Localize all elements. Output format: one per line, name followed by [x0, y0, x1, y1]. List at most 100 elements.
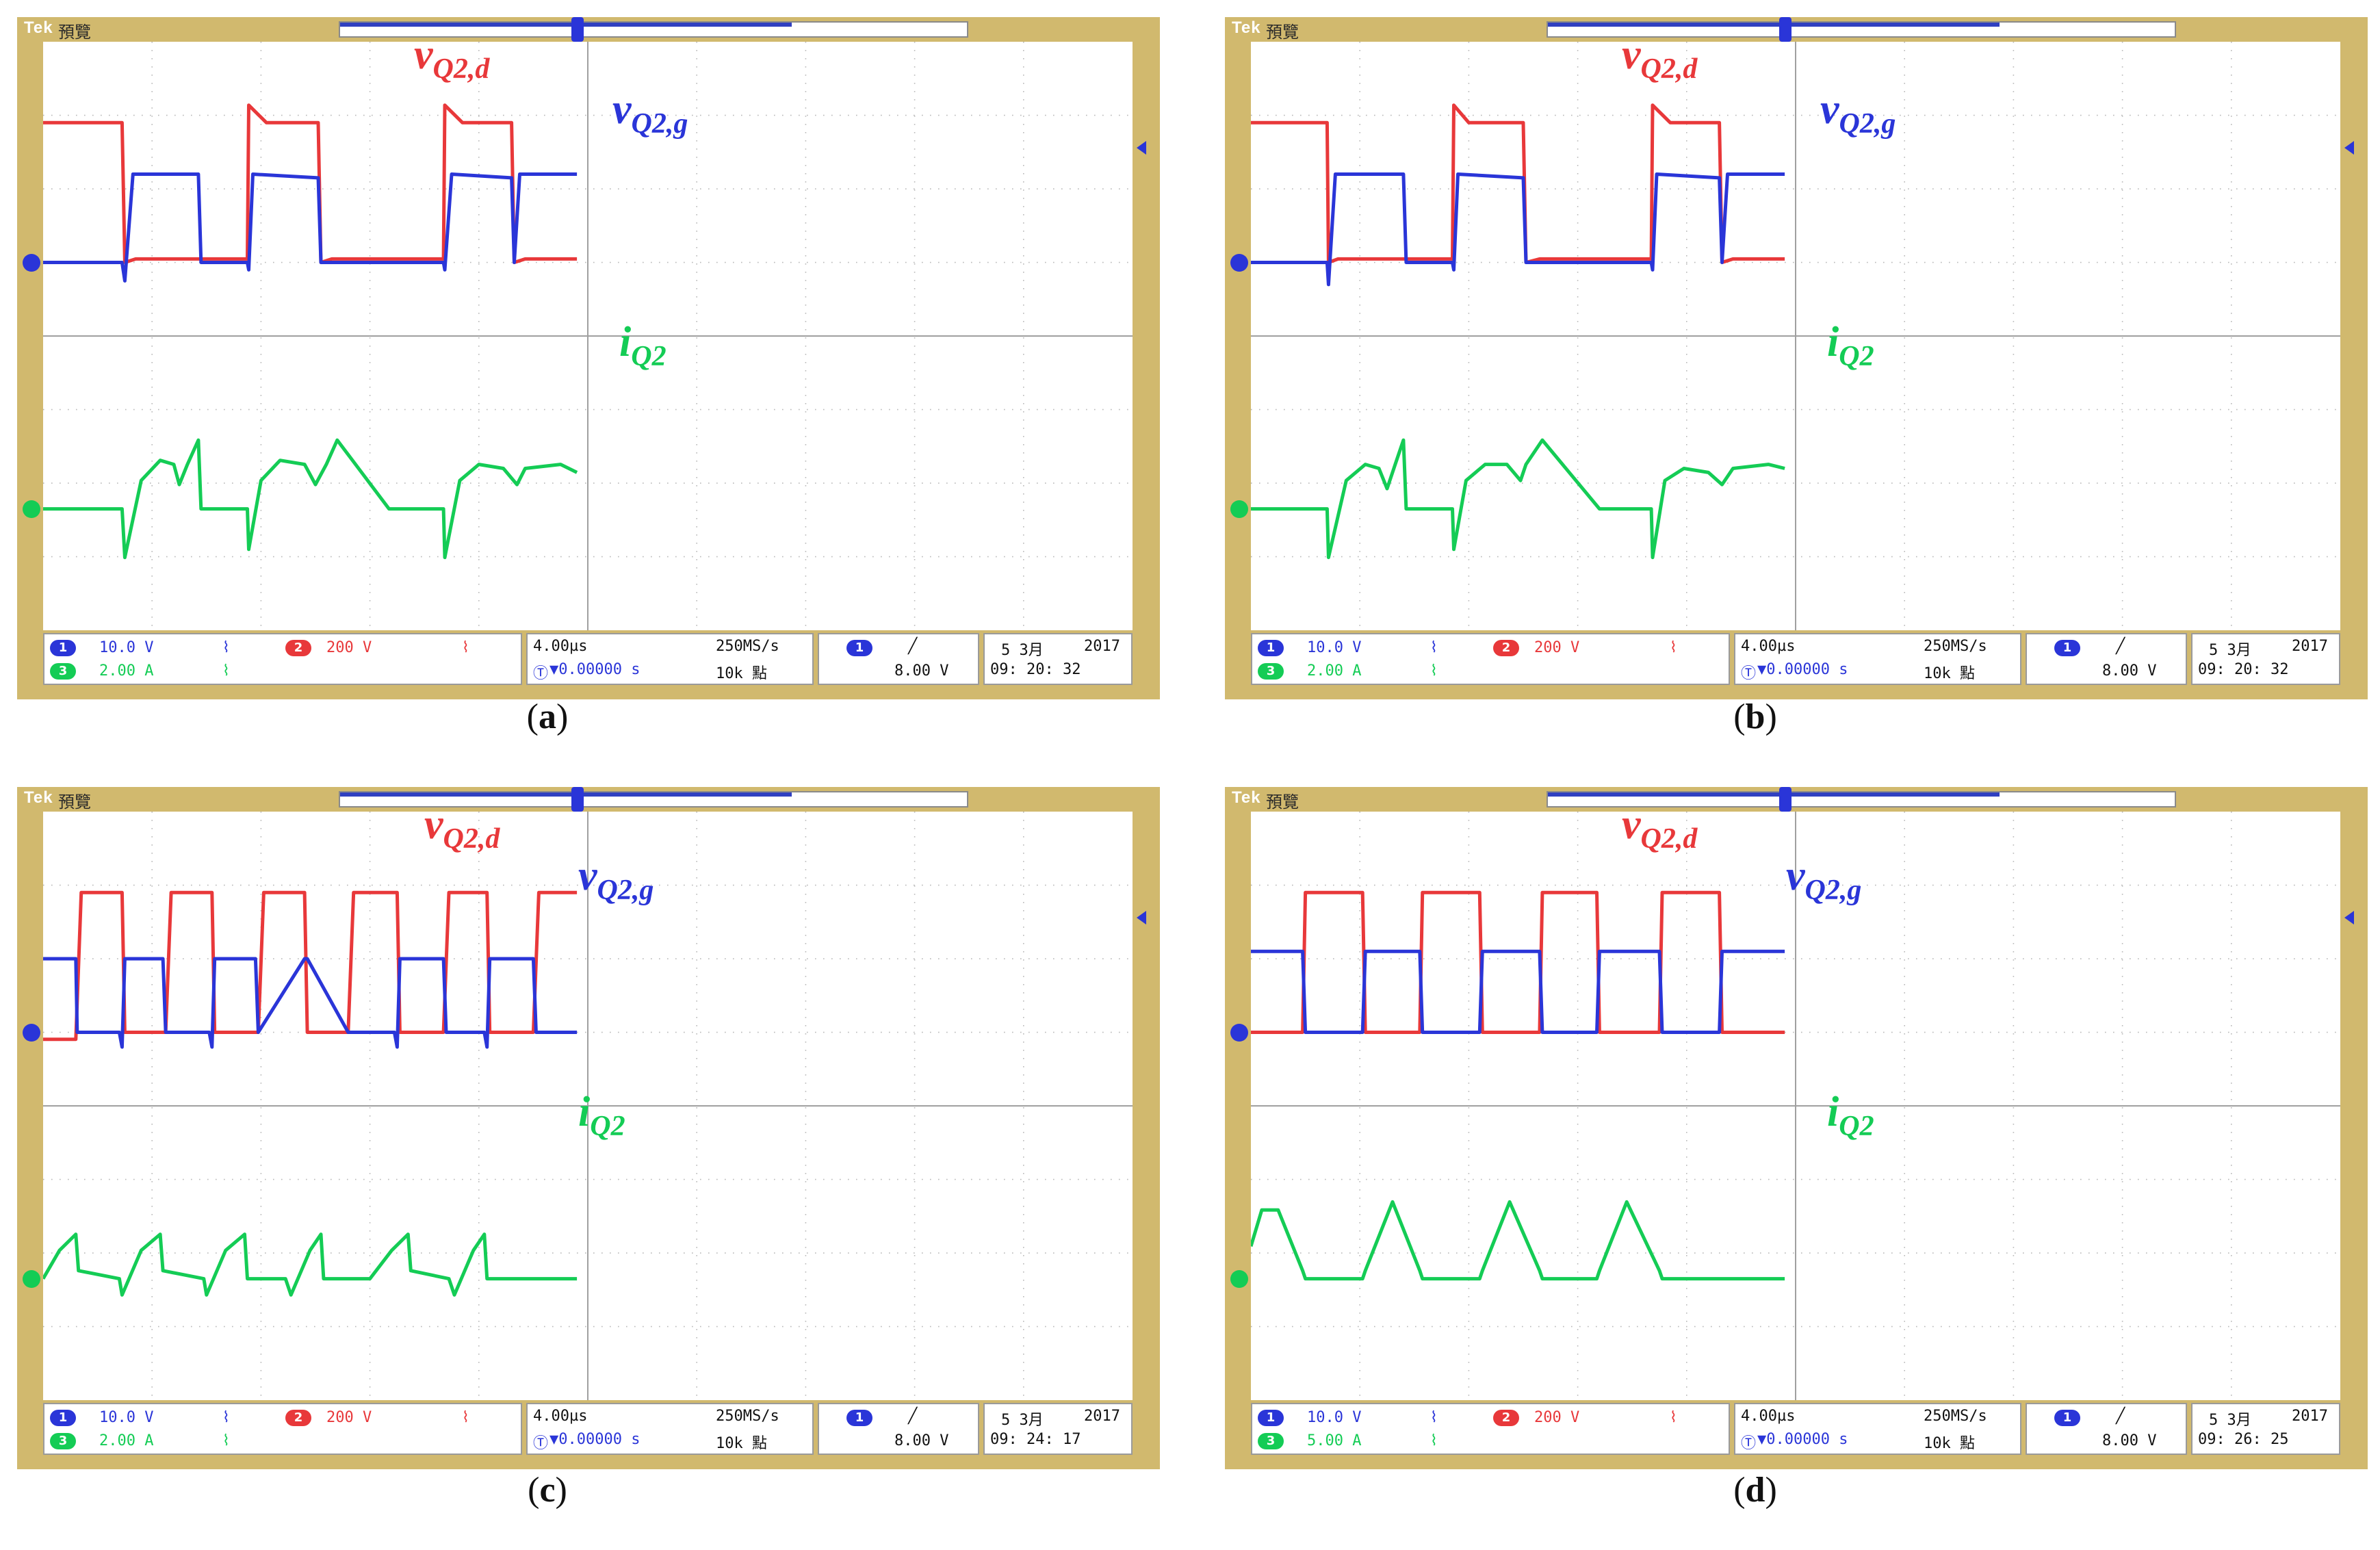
label-vd-main: v [1622, 31, 1641, 78]
scope-readout: 1 10.0 V 2 200 V 3 2.00 A ⌇ ⌇ ⌇ 4.00µs 250MS/s Ⓣ ▼0.… [1251, 633, 2340, 688]
timebase-box: 4.00µs 250MS/s Ⓣ ▼0.00000 s 10k 點 [1734, 633, 2021, 685]
trigger-position-marker-icon [571, 17, 584, 42]
scope-topbar: Tek 預覽 [17, 17, 1160, 42]
bandwidth-limit-icon: ⌇ [1430, 639, 1438, 656]
trigger-channel-badge: 1 [2054, 640, 2080, 656]
panel-caption: (d) [1733, 1471, 1777, 1510]
ch1-badge: 1 [1258, 640, 1284, 656]
time: 09: 26: 25 [2198, 1431, 2289, 1448]
trigger-offset-icon: Ⓣ [533, 1435, 549, 1452]
bandwidth-limit-icon: ⌇ [1670, 1409, 1677, 1426]
acquisition-status: 預覽 [1266, 792, 1299, 812]
sample-rate: 250MS/s [716, 638, 779, 655]
ch3-scale: 2.00 A [1307, 662, 1362, 680]
ch1-ground-marker-icon [23, 253, 40, 272]
scope-readout: 1 10.0 V 2 200 V 3 2.00 A ⌇ ⌇ ⌇ 4.00µs 250MS/s Ⓣ ▼0.… [43, 1403, 1133, 1458]
record-window-indicator [1548, 23, 2000, 27]
date: 5 3月 [1001, 642, 1044, 659]
timebase-box: 4.00µs 250MS/s Ⓣ ▼0.00000 s 10k 點 [1734, 1403, 2021, 1455]
label-vd: vQ2,d [1622, 801, 1697, 855]
trigger-position-marker-icon [1779, 787, 1792, 812]
label-vg-main: v [612, 86, 632, 133]
ch1-scale: 10.0 V [1307, 1409, 1362, 1426]
ch3-badge: 3 [50, 663, 76, 680]
date: 5 3月 [2209, 642, 2251, 659]
timebase-box: 4.00µs 250MS/s Ⓣ ▼0.00000 s 10k 點 [526, 633, 814, 685]
scope-screen [1251, 42, 2340, 630]
label-iq-sub: Q2 [631, 341, 667, 372]
trigger-position-marker-icon [1779, 17, 1792, 42]
ch1-scale: 10.0 V [1307, 639, 1362, 656]
trigger-level: 8.00 V [2102, 1432, 2157, 1449]
trigger-level: 8.00 V [894, 662, 949, 680]
trace-iq [1251, 438, 1785, 560]
label-vg-sub: Q2,g [1839, 108, 1896, 140]
trace-vd [43, 103, 578, 264]
scope-panel-d: Tek 預覽 vQ2,d vQ2,g iQ2 1 10.0 V 2 200 V 3 5.00 A ⌇ ⌇… [1225, 787, 2368, 1469]
channel-scale-box: 1 10.0 V 2 200 V 3 2.00 A ⌇ ⌇ ⌇ [43, 633, 522, 685]
scope-readout: 1 10.0 V 2 200 V 3 2.00 A ⌇ ⌇ ⌇ 4.00µs 250MS/s Ⓣ ▼0.… [43, 633, 1133, 688]
waveform-plot [1251, 812, 2340, 1400]
trace-vg [43, 957, 578, 1049]
label-iq-main: i [619, 319, 632, 365]
trace-vd [1251, 890, 1785, 1034]
datetime-box: 5 3月 2017 09: 24: 17 [983, 1403, 1133, 1455]
ch1-badge: 1 [50, 1410, 76, 1426]
datetime-box: 5 3月 2017 09: 20: 32 [2191, 633, 2340, 685]
label-vd-sub: Q2,d [1640, 823, 1698, 855]
time: 09: 20: 32 [2198, 661, 2289, 678]
date: 5 3月 [2209, 1412, 2251, 1429]
trace-iq [43, 1232, 578, 1297]
ch1-ground-marker-icon [1230, 1023, 1248, 1042]
trace-iq [43, 438, 578, 560]
ch2-badge: 2 [1493, 640, 1519, 656]
trigger-channel-badge: 1 [846, 1410, 872, 1426]
ch2-scale: 200 V [1534, 1409, 1580, 1426]
scope-topbar: Tek 預覽 [1225, 17, 2368, 42]
ch3-scale: 5.00 A [1307, 1432, 1362, 1449]
year: 2017 [2292, 638, 2328, 655]
timebase-value: 4.00µs [533, 638, 588, 655]
tek-logo: Tek [24, 18, 53, 37]
record-length: 10k 點 [1924, 1435, 1975, 1452]
label-vg: vQ2,g [1786, 852, 1861, 907]
ch3-scale: 2.00 A [99, 662, 154, 680]
trigger-offset-icon: Ⓣ [1741, 1435, 1757, 1452]
bandwidth-limit-icon: ⌇ [1430, 1409, 1438, 1426]
label-vd: vQ2,d [414, 31, 489, 86]
trigger-offset: ▼0.00000 s [1757, 1431, 1848, 1448]
acquisition-status: 預覽 [1266, 23, 1299, 42]
timebase-value: 4.00µs [533, 1408, 588, 1425]
rising-edge-icon: ╱ [2116, 1408, 2125, 1425]
ch3-ground-marker-icon [23, 500, 40, 518]
sample-rate: 250MS/s [716, 1408, 779, 1425]
label-iq: iQ2 [578, 1088, 625, 1143]
scope-topbar: Tek 預覽 [17, 787, 1160, 812]
graticule [43, 42, 1128, 626]
trace-iq [1251, 1200, 1785, 1281]
ch1-scale: 10.0 V [99, 1409, 154, 1426]
rising-edge-icon: ╱ [908, 638, 918, 655]
label-vg-sub: Q2,g [597, 875, 654, 906]
bandwidth-limit-icon: ⌇ [222, 639, 230, 656]
waveform-plot [1251, 42, 2340, 630]
trace-vg [1251, 172, 1785, 287]
waveform-plot [43, 812, 1133, 1400]
scope-screen [43, 42, 1133, 630]
label-iq-sub: Q2 [1839, 1111, 1874, 1142]
bandwidth-limit-icon: ⌇ [222, 1409, 230, 1426]
datetime-box: 5 3月 2017 09: 20: 32 [983, 633, 1133, 685]
rising-edge-icon: ╱ [2116, 638, 2125, 655]
ch2-scale: 200 V [326, 1409, 372, 1426]
ch3-ground-marker-icon [23, 1269, 40, 1288]
trace-vg [1251, 949, 1785, 1034]
datetime-box: 5 3月 2017 09: 26: 25 [2191, 1403, 2340, 1455]
trigger-level-arrow-icon [2344, 910, 2354, 925]
trigger-box: 1 ╱ 8.00 V [818, 1403, 979, 1455]
acquisition-status: 預覽 [58, 23, 91, 42]
trigger-level-arrow-icon [1137, 140, 1146, 155]
timebase-box: 4.00µs 250MS/s Ⓣ ▼0.00000 s 10k 點 [526, 1403, 814, 1455]
trigger-box: 1 ╱ 8.00 V [2026, 1403, 2187, 1455]
label-vd-sub: Q2,d [1640, 53, 1698, 85]
panel-caption-letter: b [1745, 697, 1765, 736]
